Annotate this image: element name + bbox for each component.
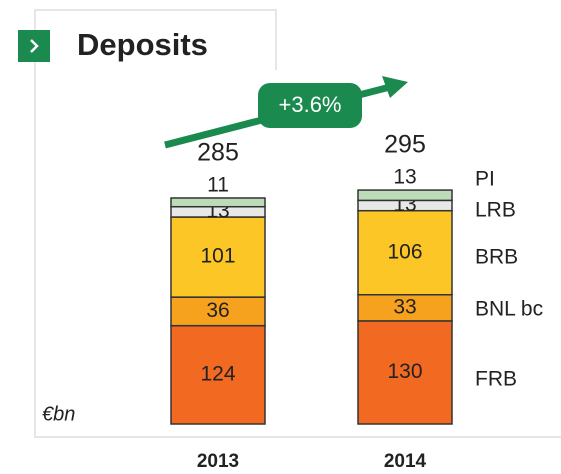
bar-segment (357, 189, 453, 202)
annotation: +3.6% (279, 92, 342, 117)
frame (34, 9, 561, 438)
bar-segment (170, 296, 266, 327)
annotation-box (258, 83, 362, 128)
value-label: 13 (393, 166, 416, 189)
x-tick-label: 2013 (197, 451, 239, 472)
value-label: 33 (393, 295, 416, 318)
arrow-head (382, 76, 408, 98)
legend-label: BNL bc (475, 298, 543, 321)
title-icon (18, 30, 50, 62)
chart-title: Deposits (77, 27, 208, 62)
legend-label: FRB (475, 368, 517, 391)
total-label: 295 (384, 131, 426, 159)
bar-segment (357, 209, 453, 296)
title-chevron (30, 39, 39, 53)
bar-segment (170, 324, 266, 425)
legend-label: PI (475, 168, 495, 191)
value-label: 11 (207, 174, 229, 197)
value-label: 106 (387, 240, 422, 263)
x-tick-label: 2014 (384, 451, 427, 472)
bar-segment (170, 216, 266, 298)
value-label: 101 (200, 245, 235, 268)
bar-segment (170, 197, 266, 208)
value-label: 124 (200, 362, 235, 385)
legend-label: LRB (475, 199, 516, 222)
value-label: 36 (206, 299, 229, 322)
unit-label: €bn (42, 403, 75, 425)
total-label: 285 (197, 139, 239, 167)
legend-label: BRB (475, 246, 518, 269)
value-label: 130 (387, 360, 422, 383)
